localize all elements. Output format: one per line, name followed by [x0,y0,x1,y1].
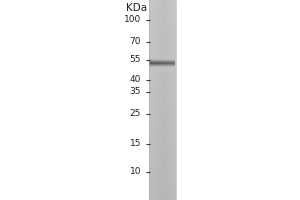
Text: 55: 55 [130,55,141,64]
Text: 70: 70 [130,38,141,46]
Text: KDa: KDa [126,3,147,13]
Text: 15: 15 [130,140,141,148]
Text: 100: 100 [124,16,141,24]
Text: 40: 40 [130,75,141,84]
Text: 35: 35 [130,88,141,97]
Text: 25: 25 [130,109,141,118]
Text: 10: 10 [130,168,141,176]
